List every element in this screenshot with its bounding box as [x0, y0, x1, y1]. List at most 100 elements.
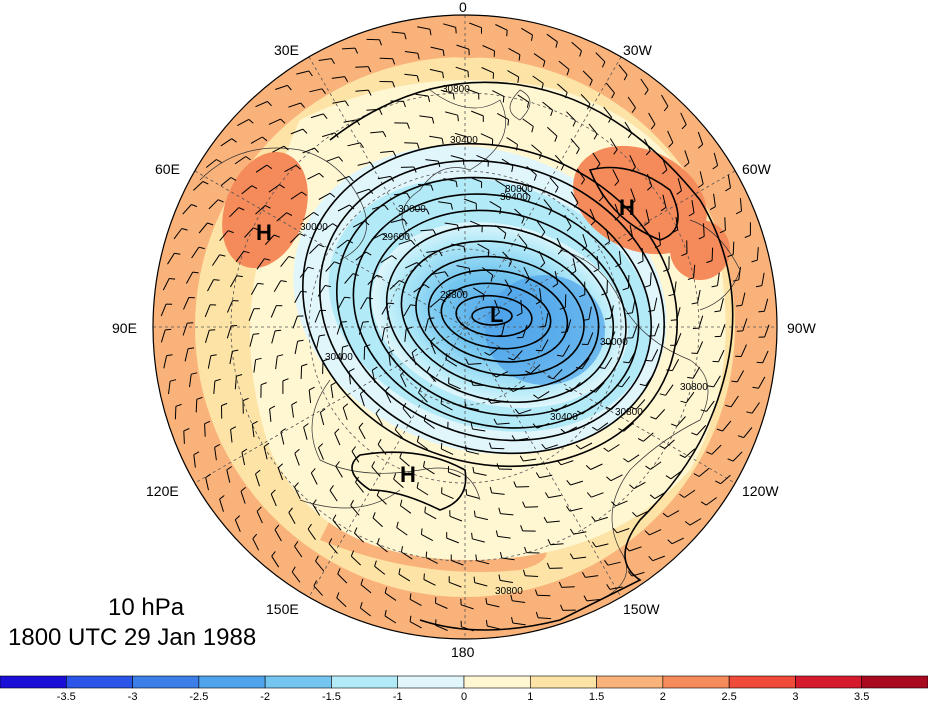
- wind-barb: [309, 88, 323, 93]
- wind-barb: [456, 44, 470, 50]
- wind-barb-feather: [716, 428, 723, 432]
- wind-barb-feather: [751, 259, 758, 263]
- wind-barb: [612, 169, 620, 182]
- wind-barb: [494, 299, 500, 313]
- wind-barb: [761, 272, 765, 286]
- wind-barb-feather: [550, 110, 554, 117]
- wind-barb-feather: [488, 442, 492, 449]
- wind-barb: [466, 88, 479, 94]
- wind-barb-feather: [498, 507, 501, 514]
- wind-barb-feather: [627, 570, 633, 577]
- wind-barb: [693, 264, 696, 278]
- wind-barb-feather: [431, 117, 435, 124]
- wind-barb: [182, 322, 188, 336]
- wind-barb-feather: [294, 448, 300, 454]
- wind-barb-feather: [606, 476, 612, 482]
- wind-barb: [256, 258, 265, 270]
- wind-barb-feather: [375, 408, 381, 414]
- wind-barb: [235, 251, 245, 263]
- wind-barb-feather: [601, 292, 608, 296]
- wind-barb-feather: [663, 105, 669, 112]
- wind-barb-feather: [282, 378, 289, 382]
- wind-barb: [396, 527, 408, 536]
- wind-barb: [501, 322, 506, 336]
- wind-barb-feather: [318, 244, 325, 248]
- wind-barb-feather: [299, 233, 306, 237]
- wind-barb-feather: [266, 164, 273, 170]
- wind-barb: [658, 232, 661, 246]
- wind-barb-feather: [253, 333, 260, 335]
- wind-barb-feather: [301, 191, 307, 196]
- wind-barb-feather: [521, 217, 525, 224]
- wind-barb-feather: [495, 530, 499, 537]
- wind-barb: [756, 247, 759, 261]
- wind-barb-feather: [232, 349, 239, 352]
- wind-barb: [506, 137, 518, 145]
- wind-barb-feather: [693, 473, 700, 477]
- wind-barb-feather: [288, 507, 293, 513]
- wind-barb: [290, 128, 304, 135]
- wind-barb-feather: [650, 123, 656, 130]
- wind-barb-feather: [623, 361, 630, 364]
- wind-barb: [401, 551, 413, 560]
- wind-barb: [234, 376, 237, 390]
- wind-barb-feather: [746, 411, 753, 414]
- wind-barb: [404, 73, 418, 77]
- wind-barb-feather: [732, 279, 739, 282]
- wind-barb-feather: [579, 50, 582, 57]
- wind-barb: [319, 412, 325, 426]
- wind-barb-feather: [409, 615, 412, 622]
- wind-barb: [377, 175, 391, 180]
- wind-barb: [651, 349, 659, 362]
- contour-label: 30400: [325, 352, 353, 363]
- wind-barb-feather: [438, 250, 443, 257]
- wind-barb: [354, 532, 364, 543]
- wind-barb-feather: [697, 144, 704, 149]
- wind-barb: [400, 505, 412, 514]
- wind-barb: [290, 191, 302, 200]
- wind-barb: [570, 191, 579, 203]
- wind-barb: [685, 391, 695, 403]
- lon-label-150e: 150E: [266, 601, 299, 617]
- wind-barb: [195, 399, 198, 413]
- wind-barb: [670, 470, 682, 480]
- wind-barb: [292, 315, 298, 329]
- wind-barb: [337, 573, 348, 584]
- wind-barb: [588, 123, 598, 135]
- wind-barb-feather: [623, 458, 629, 463]
- wind-barb-feather: [613, 149, 618, 155]
- wind-barb: [525, 575, 539, 577]
- colorbar-box: [264, 675, 332, 689]
- wind-barb-feather: [698, 183, 704, 188]
- anomaly-shading: [153, 15, 777, 639]
- wind-barb: [256, 511, 263, 524]
- wind-barb: [424, 318, 429, 332]
- wind-barb: [429, 298, 441, 308]
- wind-barb: [438, 201, 452, 205]
- wind-barb: [592, 152, 601, 164]
- wind-barb-feather: [688, 212, 695, 217]
- wind-barb-feather: [604, 560, 609, 566]
- wind-barb-feather: [514, 408, 520, 415]
- wind-barb-feather: [261, 136, 268, 142]
- wind-barb-feather: [392, 150, 397, 157]
- wind-barb: [347, 142, 361, 147]
- wind-barb: [649, 272, 652, 286]
- colorbar: -3.5 -3 -2.5 -2 -1.5 -1 0 1 1.5 2 2.5 3 3.5: [0, 675, 928, 702]
- colorbar-box: [198, 675, 266, 689]
- wind-barb: [530, 364, 541, 374]
- wind-barb: [230, 429, 233, 443]
- wind-barb: [289, 233, 300, 243]
- wind-barb: [591, 492, 604, 498]
- wind-barb: [692, 366, 701, 379]
- wind-barb: [255, 101, 268, 108]
- wind-barb: [391, 31, 405, 34]
- wind-barb-feather: [725, 187, 731, 192]
- wind-barb: [425, 159, 439, 162]
- wind-barb: [302, 211, 314, 221]
- wind-barb-feather: [463, 246, 466, 253]
- wind-barb-feather: [329, 192, 336, 198]
- wind-barb: [310, 113, 324, 119]
- wind-barb-feather: [506, 30, 508, 37]
- wind-barb-feather: [214, 443, 221, 448]
